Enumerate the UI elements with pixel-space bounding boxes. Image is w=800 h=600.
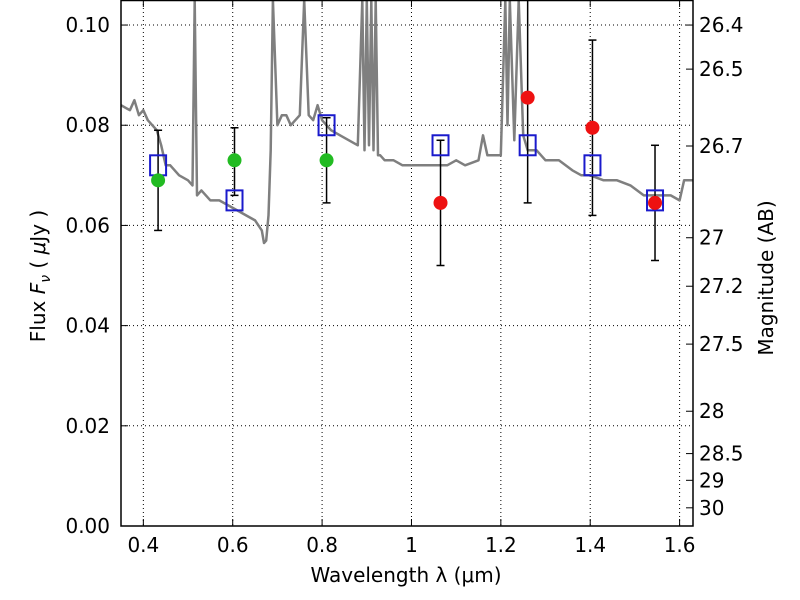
model-photometry-square [225, 189, 244, 212]
mag-tick-label: 27.2 [699, 274, 744, 298]
y-tick-label: 0.06 [65, 213, 110, 237]
x-tick-label: 0.4 [127, 533, 159, 557]
red-point [648, 195, 663, 210]
x-tick-label: 1 [405, 533, 418, 557]
model-photometry-square [646, 189, 665, 212]
mag-tick-label: 26.4 [699, 13, 744, 37]
secondary-y-axis-title: Magnitude (AB) [754, 200, 778, 355]
model-photometry-square [431, 134, 450, 157]
green-point [151, 173, 166, 188]
model-spectrum-line [121, 0, 693, 245]
x-tick-label: 0.6 [217, 533, 249, 557]
model-photometry-square [518, 134, 537, 157]
plot-frame [120, 0, 694, 527]
x-tick-label: 0.8 [306, 533, 338, 557]
green-point [319, 153, 334, 168]
tick-marks [121, 0, 693, 527]
tick-labels: 0.4 0.6 0.8 1 1.2 1.4 1.6 0.00 0.02 0.04 0.06 0.08 0… [65, 13, 743, 557]
y-tick-label: 0.04 [65, 314, 110, 338]
x-tick-label: 1.6 [664, 533, 696, 557]
gridlines [121, 0, 693, 527]
y-tick-label: 0.00 [65, 514, 110, 538]
y-tick-label: 0.02 [65, 414, 110, 438]
y-axis-title: Flux Fν ( μJy ) [26, 210, 54, 342]
y-tick-label: 0.08 [65, 113, 110, 137]
mag-tick-label: 27 [699, 226, 724, 250]
plot-border [120, 0, 694, 527]
mag-tick-label: 26.5 [699, 57, 744, 81]
red-point [585, 120, 600, 135]
green-point [227, 153, 242, 168]
mag-tick-label: 26.7 [699, 134, 744, 158]
data-layer [121, 0, 693, 267]
mag-tick-label: 30 [699, 496, 724, 520]
x-tick-label: 1.2 [485, 533, 517, 557]
red-point [520, 90, 535, 105]
model-photometry-square [583, 154, 602, 177]
mag-tick-label: 27.5 [699, 332, 744, 356]
mag-tick-label: 28 [699, 399, 724, 423]
red-point [433, 195, 448, 210]
x-axis-title: Wavelength λ (μm) [310, 563, 501, 587]
y-tick-label: 0.10 [65, 13, 110, 37]
mag-tick-label: 28.5 [699, 442, 744, 466]
model-photometry-square [317, 114, 336, 137]
mag-tick-label: 29 [699, 468, 724, 492]
x-tick-label: 1.4 [574, 533, 606, 557]
